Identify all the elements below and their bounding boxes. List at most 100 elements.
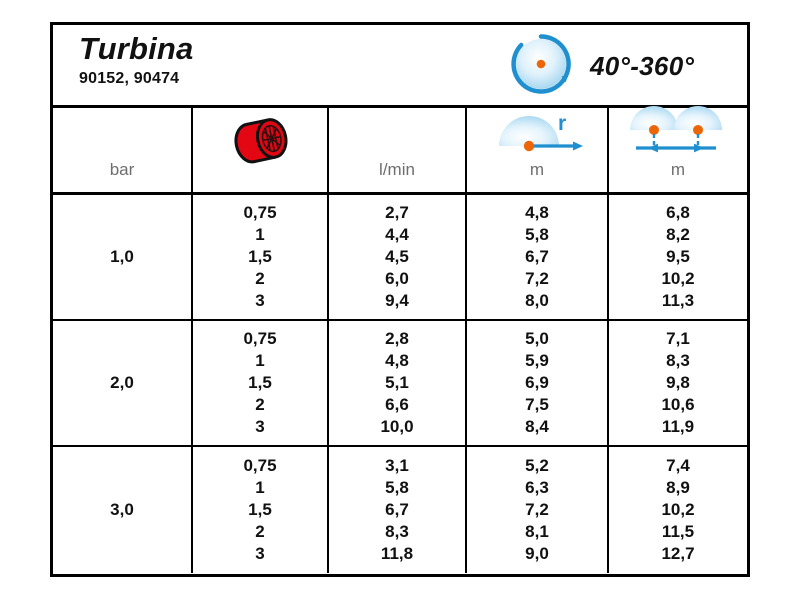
nozzle-value: 0,75 xyxy=(243,329,277,349)
header-icon-slot-spacing xyxy=(609,104,747,161)
rotation-arrow-icon xyxy=(508,31,574,102)
header-label-flow: l/min xyxy=(379,160,415,179)
nozzle-value: 1,5 xyxy=(248,373,272,393)
radius-value: 9,0 xyxy=(525,543,549,563)
spacing-value: 8,9 xyxy=(666,478,690,498)
flow-value: 5,8 xyxy=(385,478,409,498)
radius-value: 8,0 xyxy=(525,290,549,310)
flow-values: 3,1 5,8 6,7 8,3 11,8 xyxy=(381,457,413,562)
nozzle-icon xyxy=(224,113,296,174)
header-cell-flow: l/min xyxy=(329,108,467,192)
spacing-values: 7,1 8,3 9,8 10,6 11,9 xyxy=(661,330,694,435)
header-icon-slot-nozzle xyxy=(193,108,327,178)
table-row: 1,0 0,75 1 1,5 2 3 2,7 4,4 4,5 6,0 9,4 4… xyxy=(53,195,747,321)
page-title: Turbina xyxy=(79,31,194,66)
nozzle-value: 2 xyxy=(255,394,265,414)
title-text-group: Turbina 90152, 90474 xyxy=(79,31,194,88)
flow-value: 4,4 xyxy=(385,225,409,245)
flow-value: 3,1 xyxy=(385,456,409,476)
spacing-value: 10,6 xyxy=(661,394,695,414)
cell-radius: 5,2 6,3 7,2 8,1 9,0 xyxy=(467,447,609,573)
nozzle-value: 3 xyxy=(255,416,265,436)
cell-pressure: 3,0 xyxy=(53,447,193,573)
flow-value: 6,7 xyxy=(385,500,409,520)
spacing-value: 12,7 xyxy=(661,543,695,563)
svg-text:r: r xyxy=(558,112,566,135)
flow-value: 8,3 xyxy=(385,521,409,541)
cell-spacing: 7,1 8,3 9,8 10,6 11,9 xyxy=(609,321,747,445)
spacing-value: 8,3 xyxy=(666,351,690,371)
cell-nozzle: 0,75 1 1,5 2 3 xyxy=(193,195,329,319)
pressure-value: 2,0 xyxy=(110,373,134,392)
nozzle-value: 1 xyxy=(255,478,265,498)
spacing-value: 8,2 xyxy=(666,225,690,245)
flow-values: 2,8 4,8 5,1 6,6 10,0 xyxy=(380,330,413,435)
spacing-value: 9,8 xyxy=(666,373,690,393)
title-band: Turbina 90152, 90474 xyxy=(53,25,747,108)
nozzle-value: 1,5 xyxy=(248,247,272,267)
header-label-spacing: m xyxy=(670,160,686,179)
spec-table-sheet: Turbina 90152, 90474 xyxy=(50,22,750,577)
cell-flow: 3,1 5,8 6,7 8,3 11,8 xyxy=(329,447,467,573)
cell-radius: 4,8 5,8 6,7 7,2 8,0 xyxy=(467,195,609,319)
cell-spacing: 6,8 8,2 9,5 10,2 11,3 xyxy=(609,195,747,319)
radius-value: 7,2 xyxy=(525,268,549,288)
flow-value: 2,7 xyxy=(385,203,409,223)
spacing-icon xyxy=(622,104,734,161)
flow-value: 5,1 xyxy=(385,373,409,393)
table-row: 3,0 0,75 1 1,5 2 3 3,1 5,8 6,7 8,3 11,8 … xyxy=(53,447,747,573)
cell-spacing: 7,4 8,9 10,2 11,5 12,7 xyxy=(609,447,747,573)
nozzle-values: 0,75 1 1,5 2 3 xyxy=(243,204,276,309)
flow-value: 6,0 xyxy=(385,268,409,288)
rotation-group: 40°-360° xyxy=(508,31,694,102)
radius-value: 7,2 xyxy=(525,500,549,520)
pressure-value: 3,0 xyxy=(110,500,134,519)
nozzle-value: 0,75 xyxy=(243,456,277,476)
nozzle-values: 0,75 1 1,5 2 3 xyxy=(243,457,276,562)
nozzle-value: 1 xyxy=(255,351,265,371)
cell-nozzle: 0,75 1 1,5 2 3 xyxy=(193,447,329,573)
spacing-value: 11,5 xyxy=(661,521,695,541)
nozzle-value: 3 xyxy=(255,543,265,563)
radius-value: 6,9 xyxy=(525,373,549,393)
flow-value: 9,4 xyxy=(385,290,409,310)
flow-values: 2,7 4,4 4,5 6,0 9,4 xyxy=(385,204,409,309)
spacing-values: 6,8 8,2 9,5 10,2 11,3 xyxy=(661,204,694,309)
cell-pressure: 1,0 xyxy=(53,195,193,319)
radius-value: 8,1 xyxy=(525,521,549,541)
radius-values: 4,8 5,8 6,7 7,2 8,0 xyxy=(525,204,549,309)
cell-radius: 5,0 5,9 6,9 7,5 8,4 xyxy=(467,321,609,445)
cell-flow: 2,7 4,4 4,5 6,0 9,4 xyxy=(329,195,467,319)
header-icon-slot-pressure xyxy=(53,108,191,161)
spacing-value: 6,8 xyxy=(666,203,690,223)
nozzle-value: 2 xyxy=(255,268,265,288)
header-label-pressure: bar xyxy=(109,160,135,179)
radius-value: 5,9 xyxy=(525,351,549,371)
radius-value: 4,8 xyxy=(525,203,549,223)
spacing-value: 9,5 xyxy=(666,247,690,267)
radius-value: 6,3 xyxy=(525,478,549,498)
flow-value: 11,8 xyxy=(380,543,414,563)
spacing-values: 7,4 8,9 10,2 11,5 12,7 xyxy=(661,457,694,562)
rotation-range-label: 40°-360° xyxy=(590,51,695,81)
nozzle-values: 0,75 1 1,5 2 3 xyxy=(243,330,276,435)
radius-icon: r xyxy=(485,106,589,161)
header-label-radius: m xyxy=(529,160,545,179)
radius-value: 5,0 xyxy=(525,329,549,349)
cell-pressure: 2,0 xyxy=(53,321,193,445)
radius-value: 8,4 xyxy=(525,416,549,436)
radius-value: 6,7 xyxy=(525,247,549,267)
radius-values: 5,2 6,3 7,2 8,1 9,0 xyxy=(525,457,549,562)
nozzle-value: 1,5 xyxy=(248,500,272,520)
radius-value: 7,5 xyxy=(525,394,549,414)
flow-value: 4,5 xyxy=(385,247,409,267)
radius-value: 5,2 xyxy=(525,456,549,476)
table-header-row: bar xyxy=(53,106,747,195)
table-row: 2,0 0,75 1 1,5 2 3 2,8 4,8 5,1 6,6 10,0 … xyxy=(53,321,747,447)
nozzle-value: 2 xyxy=(255,521,265,541)
spacing-value: 11,9 xyxy=(661,416,695,436)
header-cell-nozzle xyxy=(193,108,329,192)
cell-nozzle: 0,75 1 1,5 2 3 xyxy=(193,321,329,445)
spacing-value: 10,2 xyxy=(661,500,695,520)
header-cell-spacing: m xyxy=(609,106,747,192)
